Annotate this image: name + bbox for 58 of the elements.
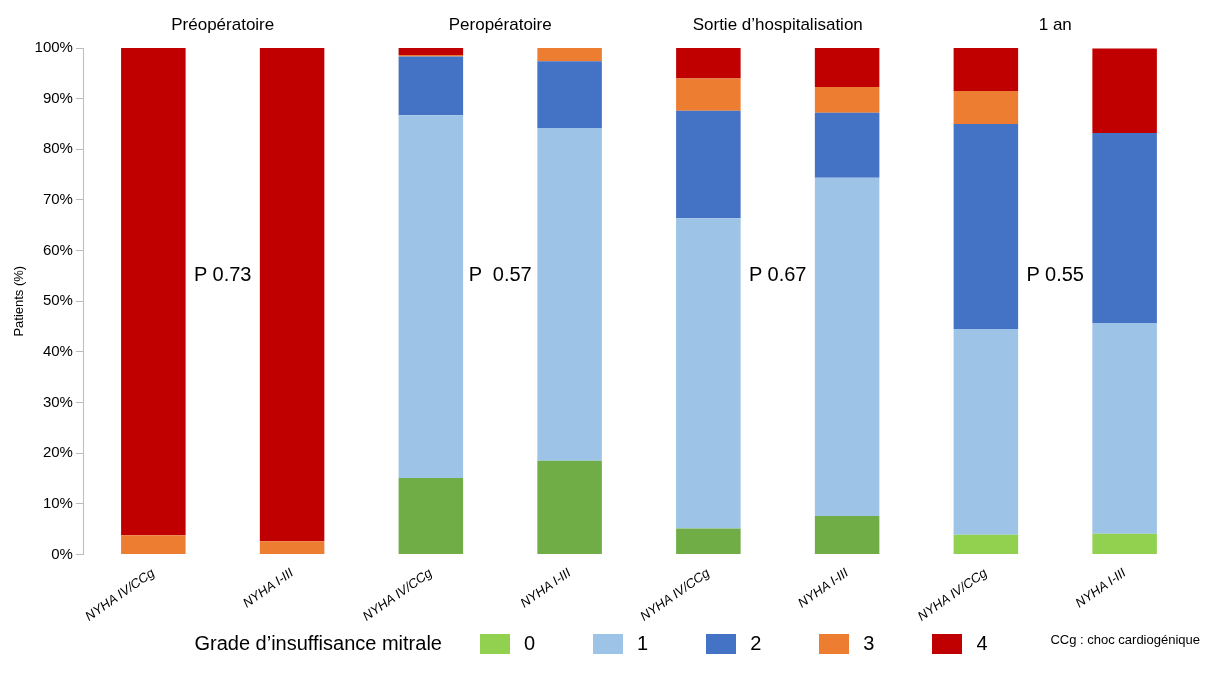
bar [537, 61, 602, 129]
bar [953, 91, 1019, 124]
annotation: P 0.57 [468, 263, 532, 286]
legend-label: 4 [976, 632, 988, 655]
text: Sortie d’hospitalisation [692, 15, 863, 35]
bar [398, 477, 464, 554]
bar [1092, 48, 1157, 134]
y-tick-label: 0% [51, 544, 73, 562]
y-tick-label: 30% [42, 392, 73, 410]
bar [814, 177, 880, 516]
bar [814, 48, 880, 87]
bar [676, 218, 741, 529]
bar [676, 110, 741, 219]
legend-label: 0 [523, 632, 536, 655]
legend-label: 1 [637, 632, 649, 655]
y-axis-title: Patients (%) [11, 265, 27, 337]
bar [1092, 533, 1157, 554]
bar [121, 48, 186, 536]
bar [676, 48, 741, 79]
bar [953, 48, 1019, 92]
legend-title: Grade d’insuffisance mitrale [194, 632, 442, 655]
bar [676, 528, 741, 554]
y-tick-label: 60% [42, 240, 73, 258]
y-tick-label: 20% [42, 443, 73, 461]
text: CCg : choc cardiogénique [1050, 632, 1200, 647]
y-tick-label: 40% [42, 341, 73, 359]
legend-label: 2 [750, 632, 762, 655]
bar [259, 541, 325, 554]
y-tick-label: 10% [42, 493, 73, 511]
legend-label: 3 [863, 632, 875, 655]
text: Peropératoire [448, 15, 552, 35]
bar [676, 78, 741, 111]
y-tick-label: 100% [34, 38, 73, 56]
bar [953, 329, 1019, 535]
y-tick-label: 50% [42, 291, 73, 309]
bar [814, 86, 880, 113]
bar [398, 56, 464, 116]
bar [953, 123, 1019, 330]
y-tick-label: 80% [42, 139, 73, 157]
bar [537, 128, 602, 461]
bar [1092, 322, 1157, 534]
bar [398, 48, 464, 56]
annotation: P 0.55 [1026, 263, 1084, 286]
text: Préopératoire [171, 15, 275, 35]
annotation: P 0.67 [749, 263, 807, 286]
bar [814, 112, 880, 178]
y-tick-label: 70% [42, 190, 73, 208]
y-tick-label: 90% [42, 88, 73, 106]
bar [398, 115, 464, 478]
annotation: P 0.73 [193, 263, 252, 286]
bar [259, 48, 325, 542]
bar [814, 515, 880, 554]
bar [121, 535, 186, 554]
bar [537, 48, 602, 62]
bar [953, 534, 1019, 554]
text: 1 an [1038, 15, 1072, 35]
bar [1092, 133, 1157, 323]
bar [537, 460, 602, 554]
